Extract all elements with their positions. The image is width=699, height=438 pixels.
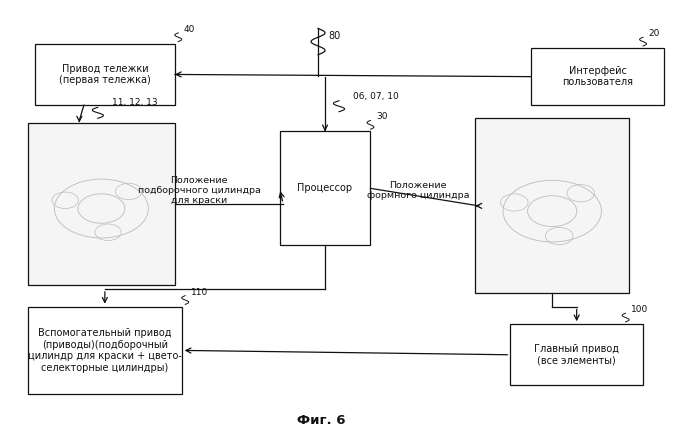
Text: Фиг. 6: Фиг. 6 (297, 414, 346, 427)
Bar (35, 44, 175, 105)
Text: 100: 100 (631, 305, 649, 314)
Text: Положение
формного цилиндра: Положение формного цилиндра (367, 181, 469, 200)
Bar (280, 131, 370, 245)
Bar (510, 324, 643, 385)
Text: 80: 80 (329, 31, 341, 41)
Text: 20: 20 (649, 29, 660, 38)
Bar (28, 123, 175, 285)
Bar (28, 307, 182, 394)
Bar (531, 48, 664, 105)
Bar (475, 118, 629, 293)
Text: 06, 07, 10: 06, 07, 10 (353, 92, 398, 101)
Text: Вспомогательный привод
(приводы)(подборочный
цилиндр для краски + цвето-
селекто: Вспомогательный привод (приводы)(подборо… (28, 328, 182, 373)
Text: Положение
подборочного цилиндра
для краски: Положение подборочного цилиндра для крас… (138, 176, 261, 205)
Text: Главный привод
(все элементы): Главный привод (все элементы) (534, 344, 619, 366)
Text: Привод тележки
(первая тележка): Привод тележки (первая тележка) (59, 64, 151, 85)
Text: 40: 40 (184, 25, 195, 34)
Text: Процессор: Процессор (298, 184, 352, 193)
Text: 30: 30 (376, 112, 387, 121)
Text: 11, 12, 13: 11, 12, 13 (112, 98, 157, 107)
Text: 110: 110 (191, 287, 208, 297)
Text: Интерфейс
пользователя: Интерфейс пользователя (562, 66, 633, 88)
